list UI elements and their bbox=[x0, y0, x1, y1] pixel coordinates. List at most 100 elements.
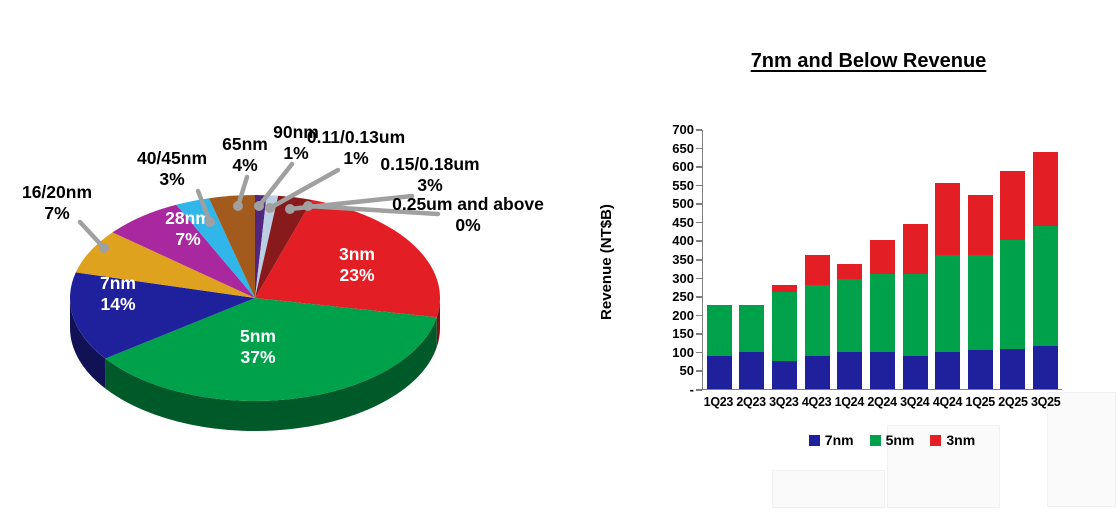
y-tick-label: 600 bbox=[672, 159, 694, 175]
y-tick-label: 350 bbox=[672, 252, 694, 267]
x-tick-label: 2Q24 bbox=[867, 395, 897, 409]
y-tick-mark bbox=[696, 296, 702, 298]
pie-percent-label: 7% bbox=[44, 203, 70, 223]
legend-label: 7nm bbox=[824, 432, 854, 448]
pie-label: 7nm bbox=[100, 273, 136, 293]
bar-1q24 bbox=[837, 263, 863, 389]
y-tick-label: 250 bbox=[672, 289, 694, 305]
pie-percent-label: 3% bbox=[417, 175, 443, 195]
y-tick-label: 550 bbox=[672, 177, 694, 193]
bar-segment-3nm bbox=[935, 182, 961, 256]
y-axis-title: Revenue (NT$B) bbox=[598, 204, 615, 320]
pie-slice-16-20nm bbox=[75, 232, 255, 298]
callout-line bbox=[195, 188, 213, 225]
y-tick-mark bbox=[696, 240, 702, 242]
bar-segment-5nm bbox=[772, 292, 798, 362]
background-artifact bbox=[1047, 392, 1116, 507]
x-tick-label: 1Q24 bbox=[834, 395, 865, 409]
pie-percent-label: 4% bbox=[232, 155, 258, 175]
pie-slice-side bbox=[70, 298, 106, 389]
callout-line bbox=[256, 161, 295, 209]
legend-label: 3nm bbox=[946, 432, 976, 448]
y-tick-mark bbox=[696, 351, 702, 354]
bar-segment-5nm bbox=[967, 254, 993, 350]
y-tick-mark bbox=[696, 333, 702, 335]
y-tick-label: 700 bbox=[672, 122, 694, 137]
x-tick-label: 4Q23 bbox=[801, 395, 832, 409]
x-axis-labels: 1Q23 2Q23 3Q23 4Q23 1Q24 2Q24 3Q24 4Q24 1Q25 2Q25… bbox=[702, 395, 1062, 409]
pie-label: 90nm bbox=[273, 122, 319, 142]
bar-segment-5nm bbox=[935, 255, 961, 352]
callout-line bbox=[267, 167, 341, 211]
pie-slice-0-11-0-13um bbox=[255, 195, 279, 298]
bar-segment-3nm bbox=[837, 263, 863, 280]
pie-label: 65nm bbox=[222, 134, 268, 154]
bar-segment-7nm bbox=[706, 356, 732, 389]
pie-slice-28nm bbox=[112, 204, 255, 298]
pie-percent-label: 0% bbox=[455, 215, 481, 235]
bar-segment-5nm bbox=[1000, 240, 1026, 349]
bar-4q24 bbox=[935, 182, 961, 389]
bar-segment-7nm bbox=[902, 356, 928, 389]
pie-label: 0.11/0.13um bbox=[307, 127, 405, 147]
bar-segment-3nm bbox=[869, 240, 895, 274]
callout-line bbox=[235, 174, 250, 209]
bar-segment-7nm bbox=[837, 351, 863, 389]
pie-slice-65nm bbox=[208, 195, 255, 298]
bar-2q25 bbox=[1000, 170, 1026, 389]
bar-1q23 bbox=[706, 305, 732, 389]
bar-chart-legend: 7nm 5nm 3nm bbox=[702, 432, 1082, 448]
bar-3q24 bbox=[902, 223, 928, 389]
bar-segment-7nm bbox=[967, 350, 993, 389]
y-tick-mark bbox=[696, 314, 702, 317]
legend-label: 5nm bbox=[885, 432, 915, 448]
x-tick-label: 2Q25 bbox=[998, 395, 1028, 409]
x-tick-label: 1Q23 bbox=[703, 395, 734, 409]
bar-4q23 bbox=[804, 255, 830, 389]
y-tick-label: 500 bbox=[672, 196, 694, 212]
bar-segment-7nm bbox=[772, 361, 798, 389]
x-tick-label: 3Q25 bbox=[1031, 395, 1061, 409]
bar-segment-5nm bbox=[804, 285, 830, 357]
bar-3q25 bbox=[1033, 152, 1059, 389]
bar-segment-5nm bbox=[706, 305, 732, 357]
pie-label: 28nm bbox=[165, 208, 211, 228]
pie-slice-90nm bbox=[255, 195, 267, 298]
bar-segment-7nm bbox=[804, 356, 830, 389]
background-artifact bbox=[887, 425, 1000, 508]
legend-item-7nm: 7nm bbox=[808, 432, 854, 448]
callout-line bbox=[305, 203, 441, 217]
pie-percent-label: 1% bbox=[343, 148, 369, 168]
legend-swatch-5nm bbox=[869, 434, 881, 446]
pie-slice-side bbox=[105, 317, 437, 431]
bar-segment-3nm bbox=[804, 255, 830, 286]
pie-slice-7nm bbox=[70, 272, 255, 359]
y-tick-label: 450 bbox=[672, 214, 694, 230]
callout-dot bbox=[285, 204, 295, 214]
bar-chart-title: 7nm and Below Revenue bbox=[750, 50, 987, 72]
bar-segment-5nm bbox=[837, 279, 863, 352]
bar-2q23 bbox=[739, 305, 765, 389]
bar-segment-3nm bbox=[1033, 152, 1059, 226]
bar-segment-7nm bbox=[1033, 346, 1059, 389]
legend-swatch-7nm bbox=[808, 434, 820, 446]
callout-dot bbox=[254, 201, 264, 211]
bar-3q23 bbox=[772, 285, 798, 389]
background-artifact bbox=[772, 470, 885, 508]
x-tick-label: 2Q23 bbox=[736, 395, 766, 409]
pie-label: 16/20nm bbox=[22, 182, 92, 202]
bar-segment-5nm bbox=[739, 305, 765, 352]
pie-label: 5nm bbox=[240, 326, 276, 346]
y-tick-mark bbox=[696, 259, 702, 261]
y-tick-label: 400 bbox=[672, 233, 694, 249]
bar-2q24 bbox=[869, 240, 895, 389]
callout-dot bbox=[99, 243, 109, 253]
pie-slice-0-15-0-18um bbox=[255, 195, 313, 298]
bar-segment-7nm bbox=[1000, 348, 1026, 389]
pie-percent-label: 3% bbox=[159, 169, 185, 189]
y-tick-label: 650 bbox=[672, 140, 694, 156]
y-tick-mark bbox=[696, 166, 702, 168]
callout-dot bbox=[303, 201, 313, 211]
